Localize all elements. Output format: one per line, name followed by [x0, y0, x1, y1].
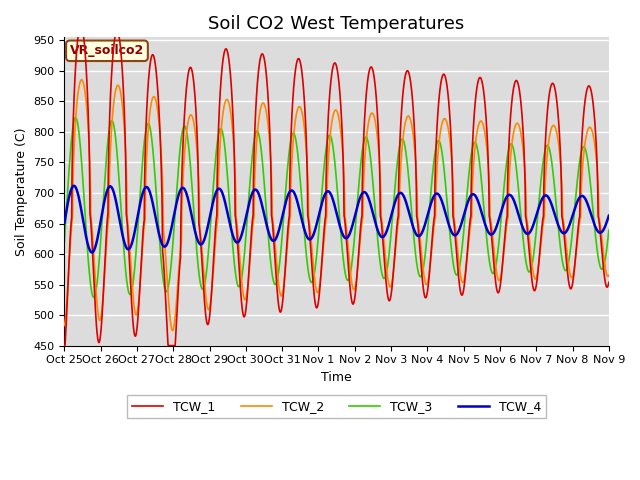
TCW_1: [241, 312, 249, 317]
TCW_4: [278, 217, 285, 223]
TCW_1: [391, 250, 399, 255]
TCW_3: [323, 144, 330, 150]
TCW_4: [605, 213, 612, 218]
Text: VR_soilco2: VR_soilco2: [70, 44, 144, 57]
TCW_1: [605, 279, 612, 285]
TCW_4: [323, 190, 330, 195]
TCW_4: [70, 183, 77, 189]
Y-axis label: Soil Temperature (C): Soil Temperature (C): [15, 127, 28, 256]
TCW_1: [277, 308, 285, 313]
TCW_4: [580, 195, 588, 201]
Line: TCW_2: TCW_2: [65, 80, 609, 331]
TCW_4: [61, 220, 68, 226]
TCW_3: [61, 239, 68, 244]
TCW_2: [580, 144, 588, 150]
TCW_3: [580, 144, 588, 150]
Line: TCW_1: TCW_1: [65, 34, 609, 346]
TCW_2: [61, 323, 68, 328]
TCW_1: [169, 343, 177, 348]
TCW_3: [241, 240, 249, 246]
Line: TCW_3: TCW_3: [65, 118, 609, 297]
TCW_2: [391, 252, 399, 258]
TCW_4: [391, 199, 399, 205]
TCW_4: [88, 250, 96, 255]
TCW_2: [169, 328, 177, 334]
TCW_3: [72, 115, 79, 120]
TCW_4: [170, 216, 177, 222]
Title: Soil CO2 West Temperatures: Soil CO2 West Temperatures: [209, 15, 465, 33]
TCW_2: [278, 293, 285, 299]
TCW_4: [241, 217, 249, 223]
TCW_3: [90, 294, 98, 300]
X-axis label: Time: Time: [321, 371, 352, 384]
TCW_1: [580, 104, 588, 110]
TCW_2: [241, 297, 249, 302]
Line: TCW_4: TCW_4: [65, 186, 609, 252]
TCW_2: [78, 77, 86, 83]
TCW_3: [170, 236, 177, 241]
TCW_3: [278, 241, 285, 247]
TCW_2: [323, 216, 330, 222]
TCW_1: [74, 31, 82, 37]
TCW_1: [323, 179, 330, 184]
TCW_2: [605, 273, 612, 278]
TCW_3: [605, 228, 612, 233]
Legend: TCW_1, TCW_2, TCW_3, TCW_4: TCW_1, TCW_2, TCW_3, TCW_4: [127, 395, 546, 418]
TCW_1: [61, 343, 68, 348]
TCW_2: [170, 326, 177, 332]
TCW_3: [391, 183, 399, 189]
